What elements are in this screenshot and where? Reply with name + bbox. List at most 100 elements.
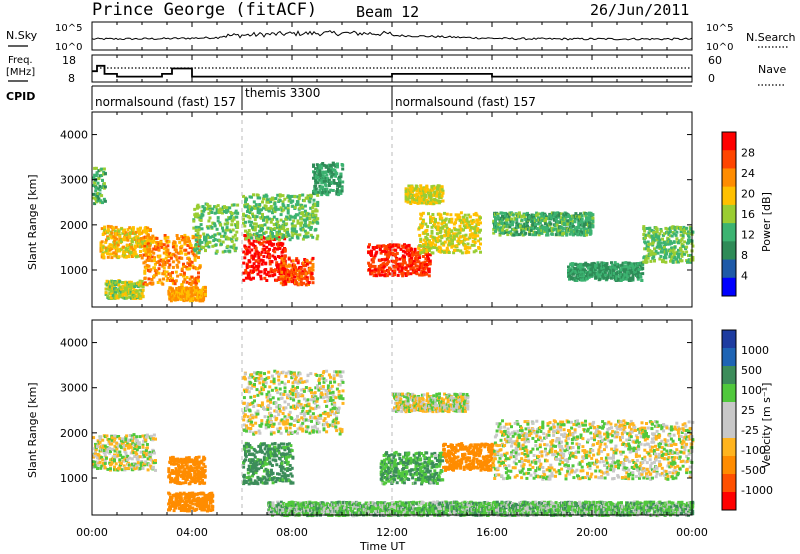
- heatmap-cell: [147, 277, 151, 281]
- heatmap-cell: [567, 265, 570, 269]
- heatmap-cell: [580, 214, 584, 218]
- heatmap-cell: [369, 265, 373, 269]
- heatmap-cell: [529, 229, 533, 233]
- heatmap-cell: [124, 231, 128, 235]
- heatmap-cell: [259, 274, 263, 278]
- heatmap-cell: [135, 448, 139, 452]
- heatmap-cell: [425, 272, 429, 276]
- heatmap-cell: [248, 216, 252, 220]
- heatmap-cell: [281, 200, 285, 204]
- heatmap-cell: [258, 196, 262, 200]
- heatmap-cell: [417, 260, 421, 264]
- heatmap-cell: [394, 248, 398, 252]
- heatmap-cell: [294, 279, 297, 283]
- heatmap-cell: [137, 241, 141, 245]
- heatmap-cell: [123, 449, 127, 453]
- heatmap-cell: [140, 461, 144, 465]
- heatmap-cell: [680, 253, 684, 256]
- heatmap-cell: [442, 241, 446, 245]
- heatmap-cell: [676, 226, 680, 230]
- heatmap-cell: [450, 220, 454, 224]
- heatmap-cell: [441, 189, 445, 193]
- heatmap-cell: [421, 211, 425, 215]
- heatmap-cell: [419, 249, 423, 253]
- heatmap-cell: [136, 455, 140, 458]
- heatmap-cell: [144, 460, 148, 464]
- heatmap-cell: [320, 166, 324, 170]
- heatmap-cell: [284, 273, 288, 277]
- heatmap-cell: [389, 267, 393, 271]
- heatmap-cell: [286, 211, 290, 215]
- heatmap-cell: [280, 275, 284, 279]
- heatmap-cell: [234, 246, 238, 250]
- heatmap-cell: [424, 222, 428, 226]
- heatmap-cell: [561, 217, 565, 221]
- heatmap-cell: [534, 223, 537, 227]
- heatmap-cell: [644, 241, 647, 245]
- heatmap-cell: [420, 266, 424, 270]
- heatmap-cell: [644, 257, 648, 261]
- heatmap-cell: [579, 230, 583, 233]
- heatmap-cell: [271, 232, 274, 236]
- heatmap-cell: [424, 193, 428, 197]
- heatmap-cell: [469, 225, 473, 229]
- heatmap-cell: [97, 169, 101, 173]
- heatmap-cell: [330, 163, 334, 167]
- heatmap-cell: [420, 250, 424, 254]
- heatmap-cell: [154, 245, 158, 249]
- heatmap-cell: [124, 466, 128, 470]
- heatmap-cell: [546, 233, 550, 237]
- heatmap-cell: [254, 264, 258, 268]
- heatmap-cell: [101, 444, 105, 448]
- heatmap-cell: [151, 437, 155, 441]
- heatmap-cell: [301, 211, 305, 215]
- heatmap-cell: [429, 215, 432, 219]
- heatmap-cell: [256, 208, 260, 212]
- heatmap-cell: [387, 250, 391, 254]
- heatmap-cell: [115, 447, 119, 451]
- heatmap-cell: [249, 233, 253, 237]
- heatmap-cell: [673, 251, 677, 255]
- heatmap-cell: [106, 255, 110, 259]
- heatmap-cell: [311, 277, 315, 281]
- heatmap-cell: [316, 193, 320, 197]
- heatmap-cell: [430, 194, 434, 198]
- heatmap-cell: [175, 500, 179, 504]
- heatmap-cell: [106, 229, 110, 233]
- heatmap-cell: [524, 218, 528, 222]
- heatmap-cell: [173, 502, 177, 506]
- heatmap-cell: [370, 251, 373, 255]
- heatmap-cell: [135, 283, 139, 287]
- heatmap-cell: [655, 227, 659, 231]
- heatmap-cell: [275, 278, 279, 282]
- heatmap-cell: [563, 217, 567, 221]
- heatmap-cell: [203, 292, 207, 296]
- heatmap-cell: [501, 221, 504, 225]
- heatmap-cell: [218, 239, 222, 243]
- heatmap-cell: [679, 239, 683, 243]
- heatmap-cell: [630, 262, 634, 266]
- heatmap-cell: [122, 464, 126, 468]
- heatmap-cell: [512, 233, 516, 237]
- heatmap-cell: [588, 273, 592, 277]
- heatmap-cell: [286, 207, 290, 211]
- heatmap-cell: [188, 277, 192, 281]
- heatmap-cell: [290, 276, 294, 280]
- heatmap-cell: [252, 228, 255, 232]
- heatmap-cell: [688, 253, 692, 257]
- heatmap-cell: [100, 248, 104, 252]
- heatmap-cell: [110, 292, 113, 296]
- heatmap-cell: [531, 233, 535, 237]
- heatmap-cell: [519, 231, 523, 235]
- heatmap-cell: [144, 226, 148, 229]
- heatmap-cell: [110, 247, 114, 251]
- heatmap-cell: [676, 252, 680, 256]
- heatmap-cell: [413, 201, 417, 204]
- heatmap-cell: [519, 224, 522, 228]
- heatmap-cell: [182, 271, 186, 275]
- heatmap-cell: [293, 205, 297, 209]
- heatmap-cell: [137, 254, 141, 258]
- heatmap-cell: [393, 252, 397, 256]
- heatmap-cell: [100, 227, 104, 231]
- heatmap-cell: [282, 233, 286, 237]
